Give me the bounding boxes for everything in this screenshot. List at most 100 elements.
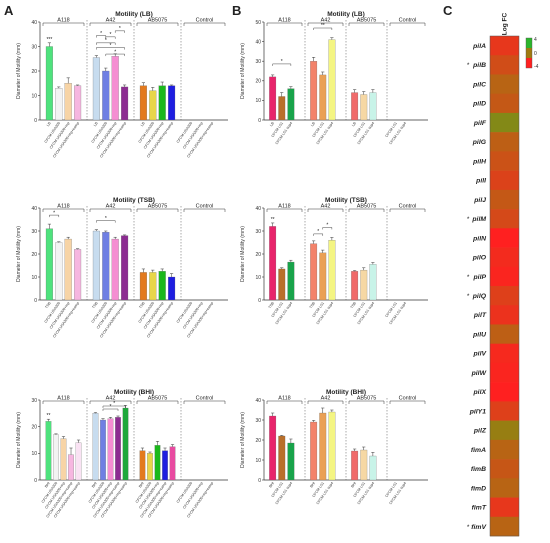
heatmap-row-label: pilW: [471, 370, 487, 377]
bar: [287, 261, 295, 301]
bar: [369, 455, 377, 481]
y-axis-label: Diameter of Motility (mm): [16, 43, 22, 99]
bar: [287, 442, 295, 481]
x-tick-label: BHI: [309, 481, 316, 488]
group-bracket: [389, 208, 426, 212]
heatmap-row-label: pilI: [475, 178, 486, 185]
heatmap-cell: [490, 343, 519, 364]
bar: [310, 61, 318, 121]
heatmap-row-label: pilT: [473, 312, 487, 319]
bar: [310, 243, 318, 301]
bar: [319, 412, 327, 481]
significance-label: *: [105, 38, 107, 44]
bar: [168, 85, 176, 121]
bar: [149, 90, 157, 121]
group-bracket: [183, 208, 226, 212]
heatmap-cell: [490, 286, 519, 306]
bar: [319, 74, 327, 121]
y-tick-label: 50: [255, 20, 261, 26]
heatmap-cell: [490, 266, 519, 287]
bar: [278, 96, 286, 121]
y-tick-label: 20: [31, 252, 37, 258]
bar: [169, 446, 176, 481]
bar: [269, 226, 277, 301]
bar: [45, 46, 53, 121]
heatmap-cell: [490, 228, 519, 248]
y-tick-label: 0: [34, 478, 37, 484]
panel-letter-a: A: [4, 3, 14, 18]
heatmap-cell: [490, 420, 519, 441]
bar: [102, 70, 110, 121]
bar-chart-2: Motility (TSB) Diameter of Motility (mm) 0…: [16, 197, 228, 339]
y-tick-label: 40: [255, 206, 261, 212]
y-axis-label: Diameter of Motility (mm): [240, 226, 246, 282]
bar: [92, 57, 100, 121]
legend-border: [525, 37, 533, 69]
heatmap-cell: [490, 189, 519, 210]
y-tick-label: 0: [258, 478, 261, 484]
bar: [328, 411, 336, 481]
y-tick-label: 40: [31, 206, 37, 212]
y-tick-label: 40: [31, 20, 37, 26]
bar: [68, 454, 74, 481]
significance-label: *: [317, 229, 319, 235]
y-tick-label: 10: [255, 98, 261, 104]
y-tick-label: 30: [31, 44, 37, 50]
bar-chart-1: Motility (LB) Diameter of Motility (mm) 0 1…: [240, 11, 428, 145]
heatmap-row-label: pilP: [473, 274, 487, 281]
group-label: AB5075: [148, 18, 168, 24]
y-tick-label: 0: [258, 118, 261, 124]
chart-title: Motility (LB): [327, 11, 365, 18]
group-bracket: [183, 400, 226, 404]
heatmap-cell: [490, 209, 519, 229]
bar: [121, 86, 129, 121]
y-tick-label: 20: [31, 69, 37, 75]
chart-title: Motility (BHI): [114, 389, 154, 396]
significance-label: *: [119, 26, 121, 32]
bar: [360, 269, 368, 301]
group-bracket: [136, 22, 179, 26]
y-tick-label: 20: [255, 438, 261, 444]
group-label: A118: [278, 204, 290, 210]
heatmap-row-label: pilH: [472, 158, 487, 165]
bar: [351, 92, 359, 121]
heatmap-row-label: pilQ: [472, 293, 487, 300]
x-tick-label: LB: [93, 121, 99, 127]
group-label: AB5075: [357, 396, 377, 402]
significance-bracket: [49, 214, 60, 218]
heatmap-cell: [490, 247, 519, 268]
heatmap-cell: [490, 382, 519, 402]
significance-label: *: [100, 31, 102, 37]
group-bracket: [89, 208, 132, 212]
group-label: A118: [57, 396, 69, 402]
bar: [102, 232, 110, 301]
bar: [351, 450, 359, 481]
heatmap-row-label: pilD: [472, 101, 486, 108]
bar: [60, 438, 67, 481]
bar: [328, 240, 336, 301]
significance-label: *: [53, 210, 55, 216]
group-label: Control: [399, 18, 417, 24]
group-label: A42: [321, 18, 331, 24]
group-bracket: [89, 400, 132, 404]
chart-title: Motility (TSB): [325, 197, 367, 204]
significance-bracket: [102, 408, 119, 411]
y-tick-label: 0: [34, 118, 37, 124]
heatmap-cell: [490, 362, 519, 383]
bar: [92, 230, 100, 301]
y-axis-label: Diameter of Motility (mm): [16, 226, 22, 282]
group-bracket: [348, 400, 385, 404]
x-tick-label: LB: [46, 121, 52, 127]
y-tick-label: 30: [255, 418, 261, 424]
bar: [287, 88, 295, 121]
heatmap-row-sig: *: [467, 524, 470, 531]
x-tick-label: BHI: [138, 481, 145, 488]
x-tick-label: TSB: [91, 301, 99, 310]
group-bracket: [42, 400, 85, 404]
heatmap-row-label: pilY1: [469, 408, 486, 415]
significance-bracket: [96, 220, 116, 223]
group-bracket: [307, 208, 344, 212]
group-bracket: [42, 208, 85, 212]
legend-tick-label: 0: [534, 51, 537, 57]
